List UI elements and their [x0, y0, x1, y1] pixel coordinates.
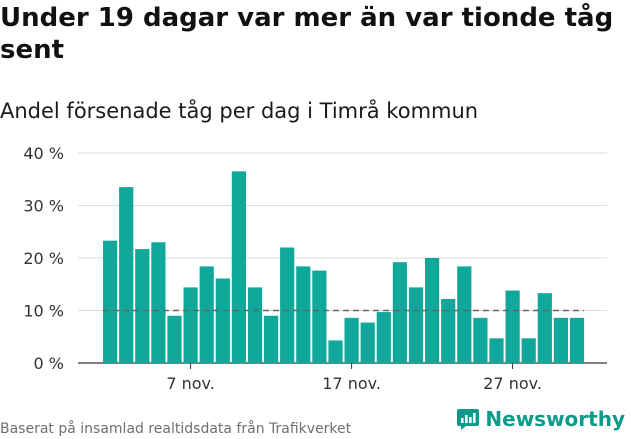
bar: [344, 317, 359, 363]
bar: [151, 242, 166, 363]
newsworthy-logo-icon: [457, 409, 480, 430]
x-tick-label: 7 nov.: [166, 374, 215, 393]
x-tick-label: 17 nov.: [322, 374, 381, 393]
bar: [119, 187, 134, 363]
bar: [312, 270, 327, 363]
y-tick-label: 30 %: [23, 197, 64, 216]
bars: [103, 171, 585, 363]
bar: [569, 317, 585, 363]
bar: [489, 338, 504, 363]
bar: [457, 266, 472, 363]
y-tick-label: 10 %: [23, 302, 64, 321]
y-tick-label: 20 %: [23, 249, 64, 268]
bar: [553, 317, 568, 363]
bar: [296, 266, 311, 363]
bar: [167, 315, 182, 363]
bar: [425, 258, 440, 363]
chart-title: Under 19 dagar var mer än var tionde tåg…: [0, 3, 614, 65]
bar: [280, 247, 295, 363]
x-axis-tick-labels: 7 nov. 17 nov. 27 nov.: [166, 363, 542, 393]
y-axis-tick-labels: 0 % 10 % 20 % 30 % 40 %: [23, 144, 64, 373]
bar-chart: 0 % 10 % 20 % 30 % 40 % 7 nov. 17 nov. 27 nov.: [23, 144, 607, 393]
bar: [537, 293, 552, 363]
brand-name: Newsworthy: [485, 407, 625, 431]
bar: [408, 287, 424, 363]
bar: [135, 249, 150, 363]
bar: [199, 266, 214, 363]
chart-subtitle: Andel försenade tåg per dag i Timrå komm…: [0, 99, 479, 123]
bar: [360, 322, 375, 363]
source-note: Baserat på insamlad realtidsdata från Tr…: [0, 421, 352, 437]
bar: [328, 340, 343, 363]
bar: [231, 171, 246, 363]
bar: [376, 312, 391, 363]
bar: [505, 290, 520, 363]
bar: [215, 278, 230, 363]
bar: [473, 317, 488, 363]
bar: [521, 338, 536, 363]
y-tick-label: 40 %: [23, 144, 64, 163]
bar: [441, 298, 456, 363]
x-tick-label: 27 nov.: [483, 374, 542, 393]
bar: [392, 262, 407, 363]
y-tick-label: 0 %: [34, 354, 64, 373]
bar: [247, 287, 263, 363]
brand-logo: Newsworthy: [456, 407, 625, 431]
bar: [183, 287, 198, 363]
bar: [103, 240, 118, 363]
bar: [264, 315, 279, 363]
